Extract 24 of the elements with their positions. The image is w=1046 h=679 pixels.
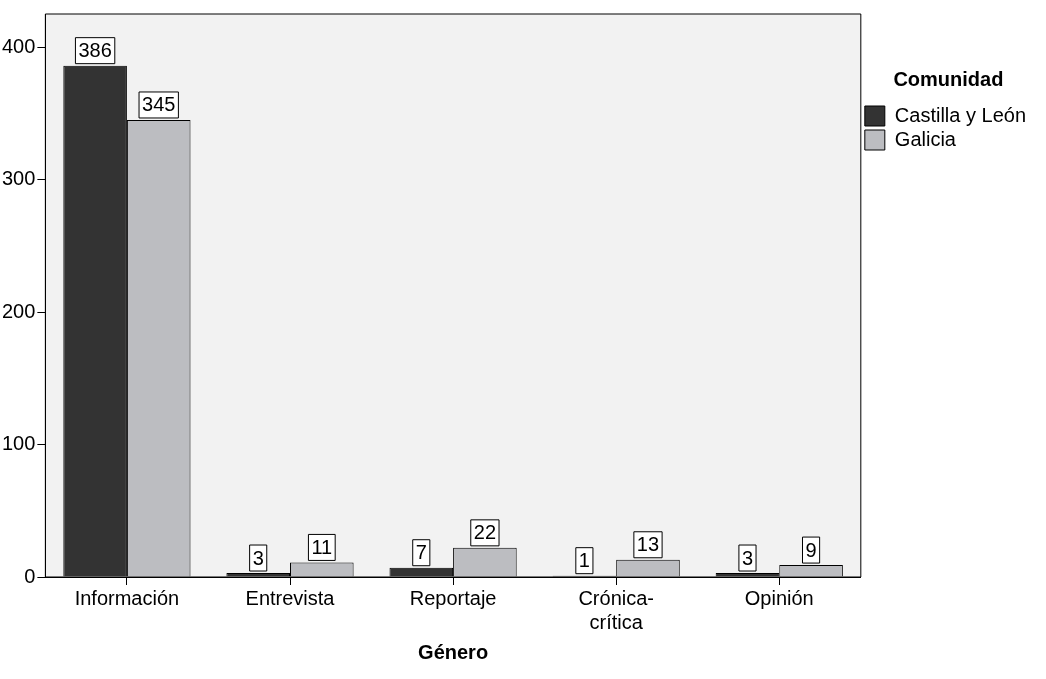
legend-title: Comunidad [893, 67, 1004, 90]
data-label: 11 [311, 535, 333, 558]
x-tick-label: Entrevista [245, 586, 336, 609]
y-tick-label: 200 [1, 299, 36, 322]
data-label: 9 [805, 538, 817, 561]
data-label: 7 [415, 541, 427, 564]
data-label: 386 [78, 39, 112, 62]
legend-label: Galicia [894, 127, 957, 150]
x-tick-label: Reportaje [409, 586, 497, 609]
x-tick-label: Información [74, 586, 180, 609]
y-tick-label: 300 [1, 167, 36, 190]
data-label: 345 [142, 93, 176, 116]
data-label: 13 [636, 533, 660, 556]
y-tick-label: 0 [24, 564, 36, 587]
x-tick-label: Opinión [744, 586, 814, 609]
data-label: 3 [741, 546, 754, 569]
data-label: 3 [252, 546, 264, 569]
legend-label: Castilla y León [894, 103, 1027, 126]
y-tick-label: 100 [1, 432, 36, 455]
x-axis-title: Género [418, 640, 489, 663]
y-tick-label: 400 [1, 34, 36, 57]
data-label: 22 [473, 521, 497, 544]
data-label: 1 [578, 549, 590, 572]
x-tick-label: Crónica-crítica [578, 586, 654, 633]
